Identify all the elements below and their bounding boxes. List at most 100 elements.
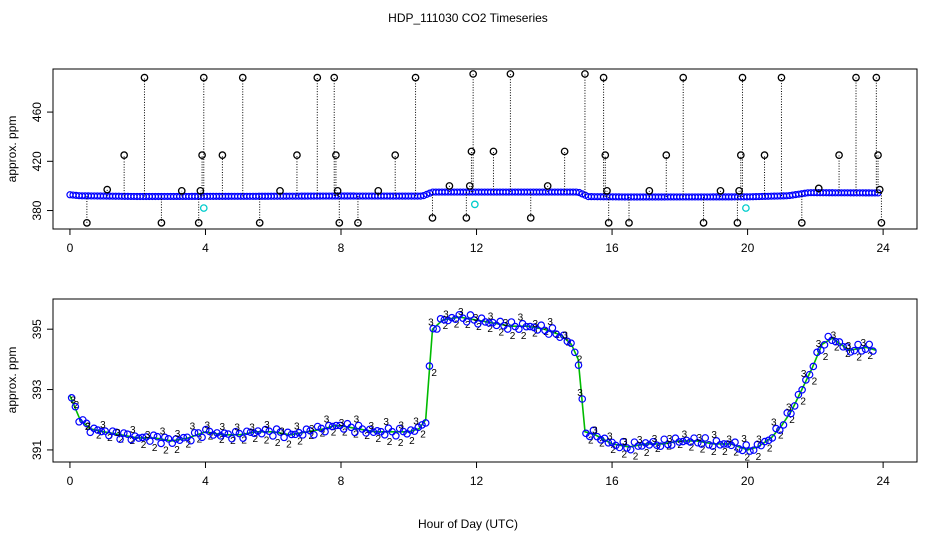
flag-label-2: 2: [286, 439, 292, 450]
spike-point: [103, 185, 112, 194]
data-point: [228, 434, 236, 443]
spike-point: [835, 151, 843, 160]
data-point: [231, 427, 240, 436]
flag-label-3: 3: [205, 420, 211, 431]
data-point: [697, 440, 706, 448]
data-point: [790, 402, 799, 410]
flag-label-2: 2: [141, 440, 147, 451]
spike-point: [603, 186, 611, 195]
spike-point: [445, 182, 454, 190]
flag-label-3: 3: [756, 435, 762, 446]
flag-label-3: 3: [682, 429, 688, 440]
data-point: [250, 429, 259, 438]
flag-label-2: 2: [130, 436, 136, 447]
spike-point: [736, 151, 745, 160]
spike-point: [526, 214, 535, 222]
data-point: [157, 439, 165, 448]
flag-label-3: 3: [264, 420, 270, 431]
data-point: [496, 317, 505, 326]
data-point: [660, 435, 669, 444]
flag-label-3: 3: [145, 430, 151, 441]
spike-point: [604, 218, 613, 227]
spike-point: [411, 73, 420, 82]
spike-point: [489, 147, 498, 156]
data-point: [321, 427, 329, 436]
flag-label-3: 3: [473, 313, 479, 324]
data-point: [380, 430, 389, 439]
y-tick-label: 393: [30, 379, 44, 399]
data-point: [809, 362, 818, 371]
data-point: [835, 338, 844, 346]
data-point: [857, 347, 866, 355]
spike-point: [467, 147, 476, 156]
data-point: [220, 429, 229, 437]
data-point: [652, 441, 661, 449]
spike-point: [560, 147, 569, 156]
flag-label-3: 3: [786, 403, 792, 414]
data-point: [284, 428, 292, 437]
chart-title: HDP_111030 CO2 Timeseries: [388, 11, 548, 25]
data-point: [261, 425, 270, 434]
data-point: [682, 436, 691, 445]
data-point: [373, 427, 382, 435]
spike-point: [120, 151, 129, 160]
flag-label-2: 2: [342, 427, 348, 438]
data-point: [503, 325, 512, 333]
spike-point: [599, 73, 608, 82]
data-point: [116, 435, 124, 444]
data-point: [787, 409, 795, 418]
data-point: [772, 424, 780, 433]
data-point: [701, 434, 710, 442]
flag-label-3: 3: [428, 318, 434, 329]
data-point: [708, 442, 717, 450]
flag-label-2: 2: [599, 439, 605, 450]
data-point: [563, 337, 572, 346]
data-point: [120, 429, 128, 437]
y-tick-label: 395: [30, 319, 44, 339]
spike-point: [797, 218, 806, 227]
data-point: [623, 444, 631, 452]
spike-point: [601, 151, 610, 160]
flag-label-2: 2: [96, 430, 102, 441]
data-point: [310, 430, 318, 439]
flag-label-2: 2: [588, 435, 594, 446]
flag-label-3: 3: [801, 369, 807, 380]
data-point: [287, 430, 296, 439]
flag-label-3: 3: [85, 421, 91, 432]
spike-point: [462, 214, 471, 222]
data-point: [433, 325, 441, 333]
spike-point: [194, 218, 203, 227]
flag-label-3: 3: [741, 434, 747, 445]
data-point: [388, 427, 396, 436]
flag-label-3: 3: [622, 437, 628, 448]
y-tick-label: 420: [30, 151, 44, 171]
top-panel-ylabel: approx. ppm: [5, 116, 19, 183]
spike-point: [625, 218, 633, 227]
data-point: [802, 376, 810, 384]
data-point: [843, 343, 851, 351]
data-point: [90, 424, 98, 433]
data-point: [742, 441, 751, 449]
x-tick-label: 16: [605, 241, 619, 255]
x-axis-label: Hour of Day (UTC): [418, 517, 518, 531]
data-point: [243, 427, 251, 436]
data-point: [634, 442, 642, 450]
flag-label-2: 2: [856, 353, 862, 364]
data-point: [406, 426, 415, 434]
data-point: [369, 428, 378, 437]
data-point: [142, 433, 150, 441]
data-point: [149, 431, 158, 440]
data-point: [332, 421, 341, 430]
data-point: [559, 331, 568, 340]
flag-label-3: 3: [383, 417, 389, 428]
flag-label-2: 2: [689, 442, 695, 453]
data-point: [693, 438, 702, 447]
data-point: [775, 426, 784, 434]
spike-point: [199, 73, 208, 82]
data-point: [731, 438, 739, 447]
data-point: [716, 441, 724, 449]
data-point: [153, 432, 162, 441]
data-point: [105, 431, 113, 440]
x-tick-label: 20: [741, 241, 755, 255]
